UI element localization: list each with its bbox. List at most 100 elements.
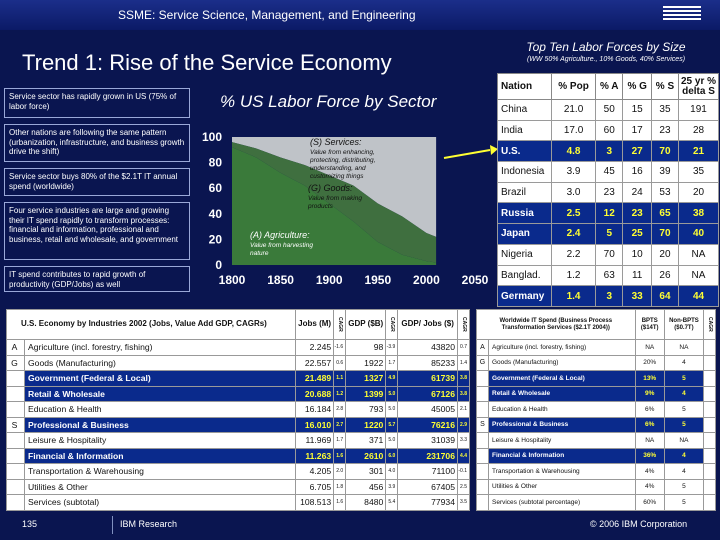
col-delta: 25 yr % delta S bbox=[678, 73, 719, 100]
econ-cell-c1: 1.7 bbox=[333, 432, 347, 449]
econ-row: Financial & Information 11.263 1.6 2610 6.0 2… bbox=[6, 447, 470, 464]
spend-cell-b: 20% bbox=[634, 354, 665, 371]
labor-cell-s: 70 bbox=[650, 140, 680, 163]
econ-cell-name: Financial & Information bbox=[23, 447, 297, 464]
spend-row: Financial & Information 36% 4 bbox=[476, 447, 716, 464]
econ-cell-c1: 1.1 bbox=[333, 370, 347, 387]
labor-cell-s: 35 bbox=[650, 99, 680, 121]
econ-cell-c2: 5.0 bbox=[385, 385, 399, 402]
labor-cell-s: 39 bbox=[650, 161, 680, 183]
labor-cell-d: 20 bbox=[678, 181, 719, 204]
econ-cell-ix bbox=[6, 494, 25, 511]
labor-cell-a: 45 bbox=[595, 161, 624, 183]
x-tick-label: 1950 bbox=[364, 273, 391, 287]
econ-cell-gdp: 98 bbox=[345, 339, 387, 356]
labor-cell-g: 10 bbox=[622, 243, 652, 266]
labor-cell-d: 40 bbox=[678, 223, 719, 245]
econ-row: Government (Federal & Local) 21.489 1.1 132… bbox=[6, 370, 470, 387]
econ-cell-jobs: 20.688 bbox=[295, 385, 335, 402]
spend-cell-cagr bbox=[703, 385, 716, 402]
econ-cell-ix: G bbox=[6, 354, 25, 371]
econ-cell-jobs: 6.705 bbox=[295, 478, 335, 495]
annotation-desc: Value from enhancing, protecting, distrib… bbox=[309, 149, 376, 180]
labor-cell-g: 24 bbox=[622, 181, 652, 204]
spend-cell-cagr bbox=[703, 478, 716, 495]
x-tick-label: 1850 bbox=[267, 273, 294, 287]
labor-subtitle: (WW 50% Agriculture., 10% Goods, 40% Ser… bbox=[526, 56, 686, 63]
econ-row: S Professional & Business 16.010 2.7 1220 5.7… bbox=[6, 416, 470, 433]
econ-cell-jobs: 16.184 bbox=[295, 401, 335, 418]
econ-cell-jobs: 11.263 bbox=[295, 447, 335, 464]
econ-cell-name: Professional & Business bbox=[23, 416, 297, 433]
econ-cell-jobs: 22.557 bbox=[295, 354, 335, 371]
econ-cell-c1: 1.6 bbox=[333, 447, 347, 464]
spend-cell-ix bbox=[476, 478, 489, 495]
econ-row: Leisure & Hospitality 11.969 1.7 371 5.0 3103… bbox=[6, 432, 470, 449]
labor-row: U.S. 4.8 3 27 70 21 bbox=[497, 140, 719, 163]
labor-cell-d: 21 bbox=[678, 140, 719, 163]
econ-cell-gpj: 67405 bbox=[397, 478, 458, 495]
bullet-5: IT spend contributes to rapid growth of … bbox=[4, 266, 190, 292]
labor-cell-pop: 3.9 bbox=[550, 161, 597, 183]
y-tick-label: 0 bbox=[215, 258, 222, 272]
econ-cell-c1: -1.6 bbox=[333, 339, 347, 356]
econ-cell-c2: 4.9 bbox=[385, 370, 399, 387]
footer: 135 IBM Research © 2006 IBM Corporation bbox=[0, 512, 720, 540]
area-series-2 bbox=[232, 137, 437, 237]
labor-cell-g: 25 bbox=[622, 223, 652, 245]
econ-cell-gdp: 793 bbox=[345, 401, 387, 418]
spend-cell-n: 4 bbox=[663, 463, 705, 480]
econ-cell-c3: 2.9 bbox=[457, 416, 470, 433]
labor-cell-pop: 2.4 bbox=[550, 223, 597, 245]
labor-cell-d: NA bbox=[678, 264, 719, 287]
spend-cell-n: 4 bbox=[663, 385, 705, 402]
spend-cell-name: Goods (Manufacturing) bbox=[488, 354, 636, 371]
econ-cell-c2: 5.0 bbox=[385, 401, 399, 418]
labor-cell-s: 20 bbox=[650, 243, 680, 266]
annotation-label: (A) Agriculture: bbox=[250, 230, 310, 240]
footer-divider bbox=[112, 516, 113, 534]
labor-row: China 21.0 50 15 35 191 bbox=[497, 99, 719, 121]
spend-cell-name: Utilities & Other bbox=[488, 478, 636, 495]
econ-cell-c2: 5.4 bbox=[385, 494, 399, 511]
econ-cell-c3: 3.5 bbox=[457, 494, 470, 511]
econ-cell-gdp: 371 bbox=[345, 432, 387, 449]
econ-cell-c2: 3.9 bbox=[385, 478, 399, 495]
labor-cell-nation: Japan bbox=[497, 223, 552, 245]
econ-cell-jobs: 4.205 bbox=[295, 463, 335, 480]
labor-cell-nation: China bbox=[497, 99, 552, 121]
spend-row: Transportation & Warehousing 4% 4 bbox=[476, 463, 716, 480]
labor-cell-d: 38 bbox=[678, 202, 719, 225]
header-bar: SSME: Service Science, Management, and E… bbox=[0, 0, 720, 30]
spend-cell-ix bbox=[476, 385, 489, 402]
spend-cell-name: Financial & Information bbox=[488, 447, 636, 464]
spend-cell-name: Transportation & Warehousing bbox=[488, 463, 636, 480]
labor-cell-g: 33 bbox=[622, 285, 652, 307]
labor-title: Top Ten Labor Forces by Size bbox=[526, 40, 686, 54]
econ-cell-c2: 4.0 bbox=[385, 463, 399, 480]
labor-cell-nation: Banglad. bbox=[497, 264, 552, 287]
econ-col-gdp: GDP ($B) bbox=[345, 309, 387, 340]
footer-copyright: © 2006 IBM Corporation bbox=[590, 519, 688, 529]
spend-cell-n: 4 bbox=[663, 447, 705, 464]
area-series-1 bbox=[232, 142, 437, 263]
spend-cell-n: 4 bbox=[663, 354, 705, 371]
labor-cell-nation: India bbox=[497, 119, 552, 142]
y-tick-label: 20 bbox=[209, 232, 223, 246]
labor-cell-s: 70 bbox=[650, 223, 680, 245]
econ-cell-jobs: 108.513 bbox=[295, 494, 335, 511]
econ-col-gpj: GDP/ Jobs ($) bbox=[397, 309, 458, 340]
bullet-4: Four service industries are large and gr… bbox=[4, 202, 190, 260]
spend-cell-cagr bbox=[703, 494, 716, 511]
spend-header-title: Worldwide IT Spend (Business Process Tra… bbox=[476, 309, 636, 340]
footer-lab: IBM Research bbox=[120, 519, 178, 529]
spend-row: G Goods (Manufacturing) 20% 4 bbox=[476, 354, 716, 371]
y-tick-label: 40 bbox=[209, 207, 223, 221]
spend-row: A Agriculture (incl. forestry, fishing) NA… bbox=[476, 339, 716, 356]
econ-cell-c3: -0.1 bbox=[457, 463, 470, 480]
econ-cell-c2: 5.7 bbox=[385, 416, 399, 433]
spend-col-bpts: BPTS ($14T) bbox=[634, 309, 665, 340]
labor-cell-nation: Russia bbox=[497, 202, 552, 225]
econ-cell-name: Goods (Manufacturing) bbox=[23, 354, 297, 371]
econ-cell-gpj: 61739 bbox=[397, 370, 458, 387]
